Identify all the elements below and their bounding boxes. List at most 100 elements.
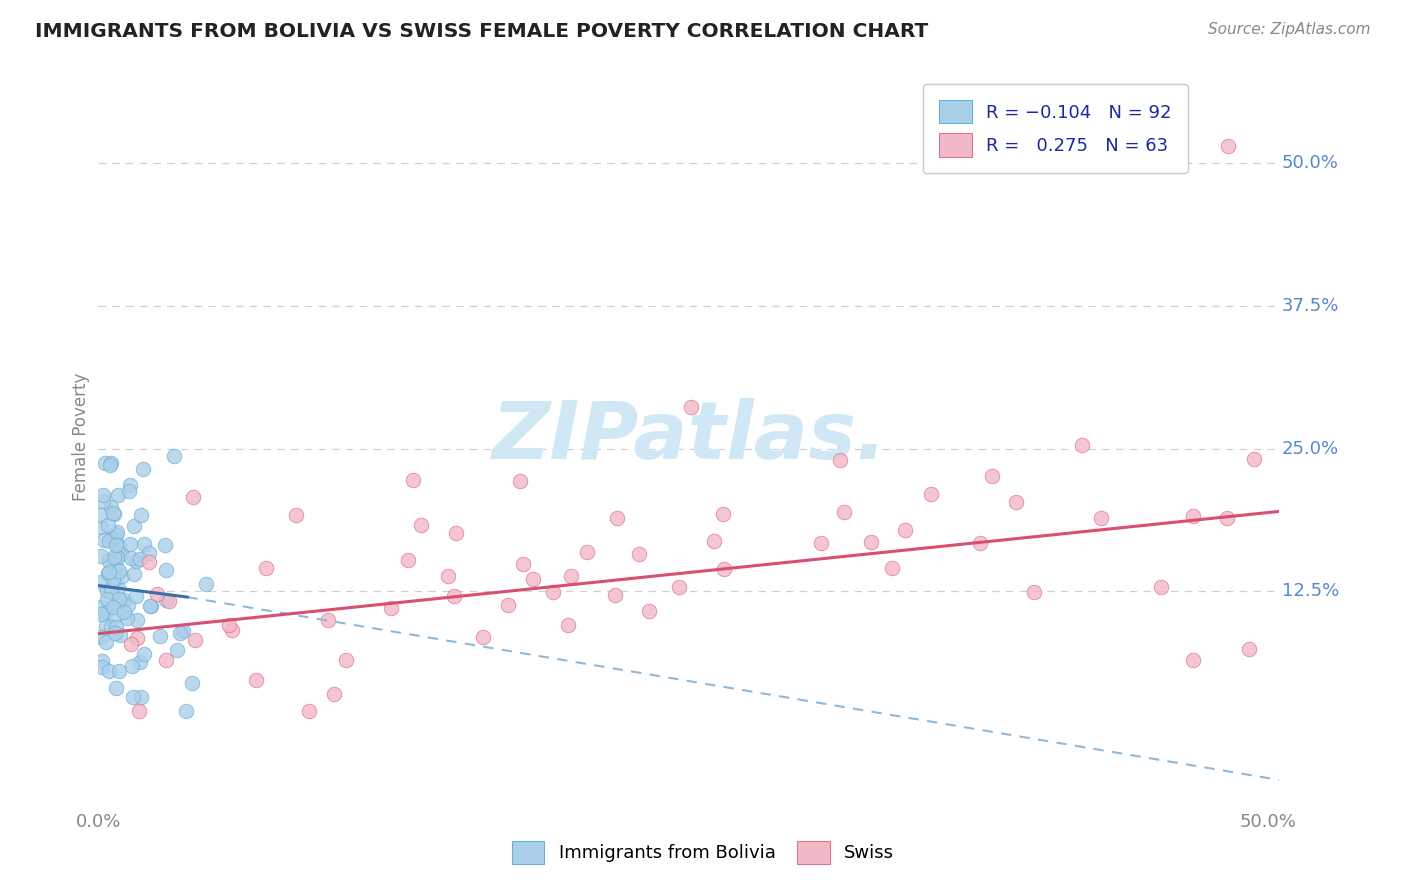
- Point: [127, 613, 149, 627]
- Point: [104, 526, 127, 541]
- Point: [155, 653, 177, 667]
- Text: ZIPat⁠las.: ZIPat⁠las.: [491, 398, 887, 476]
- Point: [981, 469, 1004, 483]
- Point: [402, 474, 425, 488]
- Point: [380, 601, 402, 615]
- Text: Source: ZipAtlas.com: Source: ZipAtlas.com: [1208, 22, 1371, 37]
- Point: [172, 624, 194, 638]
- Point: [90, 520, 112, 534]
- Point: [90, 599, 112, 614]
- Point: [576, 545, 599, 559]
- Point: [108, 628, 131, 642]
- Legend: Immigrants from Bolivia, Swiss: Immigrants from Bolivia, Swiss: [498, 826, 908, 879]
- Point: [134, 537, 156, 551]
- Point: [323, 686, 346, 700]
- Point: [1216, 511, 1239, 525]
- Point: [128, 705, 150, 719]
- Point: [120, 550, 142, 565]
- Point: [103, 549, 125, 564]
- Point: [679, 400, 702, 414]
- Point: [128, 655, 150, 669]
- Point: [129, 508, 152, 522]
- Point: [108, 592, 131, 607]
- Point: [103, 506, 125, 520]
- Point: [103, 572, 125, 586]
- Point: [509, 474, 531, 488]
- Point: [443, 589, 465, 603]
- Point: [703, 533, 725, 548]
- Point: [104, 626, 127, 640]
- Point: [110, 547, 132, 561]
- Y-axis label: Female Poverty: Female Poverty: [72, 373, 90, 501]
- Point: [97, 566, 120, 580]
- Point: [121, 658, 143, 673]
- Point: [560, 569, 582, 583]
- Point: [603, 588, 626, 602]
- Point: [155, 592, 177, 607]
- Point: [103, 600, 125, 615]
- Text: IMMIGRANTS FROM BOLIVIA VS SWISS FEMALE POVERTY CORRELATION CHART: IMMIGRANTS FROM BOLIVIA VS SWISS FEMALE …: [35, 22, 928, 41]
- Point: [124, 519, 146, 533]
- Point: [108, 564, 131, 578]
- Point: [112, 605, 135, 619]
- Point: [284, 508, 307, 522]
- Point: [97, 534, 120, 549]
- Point: [437, 569, 460, 583]
- Point: [162, 449, 184, 463]
- Point: [1022, 584, 1045, 599]
- Point: [638, 604, 661, 618]
- Point: [104, 572, 127, 586]
- Point: [105, 524, 128, 539]
- Point: [90, 630, 112, 644]
- Point: [298, 705, 321, 719]
- Point: [472, 630, 495, 644]
- Point: [174, 705, 197, 719]
- Point: [94, 607, 117, 621]
- Point: [184, 632, 207, 647]
- Point: [125, 589, 148, 603]
- Point: [90, 508, 112, 522]
- Point: [93, 533, 115, 547]
- Point: [1243, 452, 1265, 467]
- Point: [104, 681, 127, 695]
- Point: [138, 555, 160, 569]
- Point: [444, 525, 467, 540]
- Point: [97, 565, 120, 579]
- Point: [409, 518, 432, 533]
- Point: [100, 457, 122, 471]
- Point: [335, 653, 357, 667]
- Point: [166, 643, 188, 657]
- Point: [100, 620, 122, 634]
- Point: [146, 587, 169, 601]
- Point: [218, 618, 240, 632]
- Point: [108, 664, 131, 678]
- Point: [115, 611, 138, 625]
- Text: 37.5%: 37.5%: [1282, 297, 1339, 315]
- Point: [125, 631, 148, 645]
- Text: 50.0%: 50.0%: [1282, 153, 1339, 172]
- Point: [157, 594, 180, 608]
- Point: [149, 629, 172, 643]
- Point: [105, 620, 128, 634]
- Point: [98, 458, 121, 473]
- Point: [254, 561, 277, 575]
- Point: [94, 635, 117, 649]
- Point: [557, 618, 579, 632]
- Text: 12.5%: 12.5%: [1282, 582, 1339, 600]
- Point: [713, 562, 735, 576]
- Point: [98, 554, 121, 568]
- Point: [103, 507, 125, 521]
- Point: [93, 488, 115, 502]
- Point: [122, 690, 145, 705]
- Point: [1150, 580, 1173, 594]
- Point: [100, 584, 122, 599]
- Point: [104, 538, 127, 552]
- Point: [606, 510, 628, 524]
- Point: [628, 547, 651, 561]
- Point: [105, 549, 128, 564]
- Point: [125, 553, 148, 567]
- Point: [1237, 641, 1260, 656]
- Point: [107, 582, 129, 596]
- Point: [711, 508, 734, 522]
- Legend: R = −0.104   N = 92, R =   0.275   N = 63: R = −0.104 N = 92, R = 0.275 N = 63: [922, 84, 1188, 173]
